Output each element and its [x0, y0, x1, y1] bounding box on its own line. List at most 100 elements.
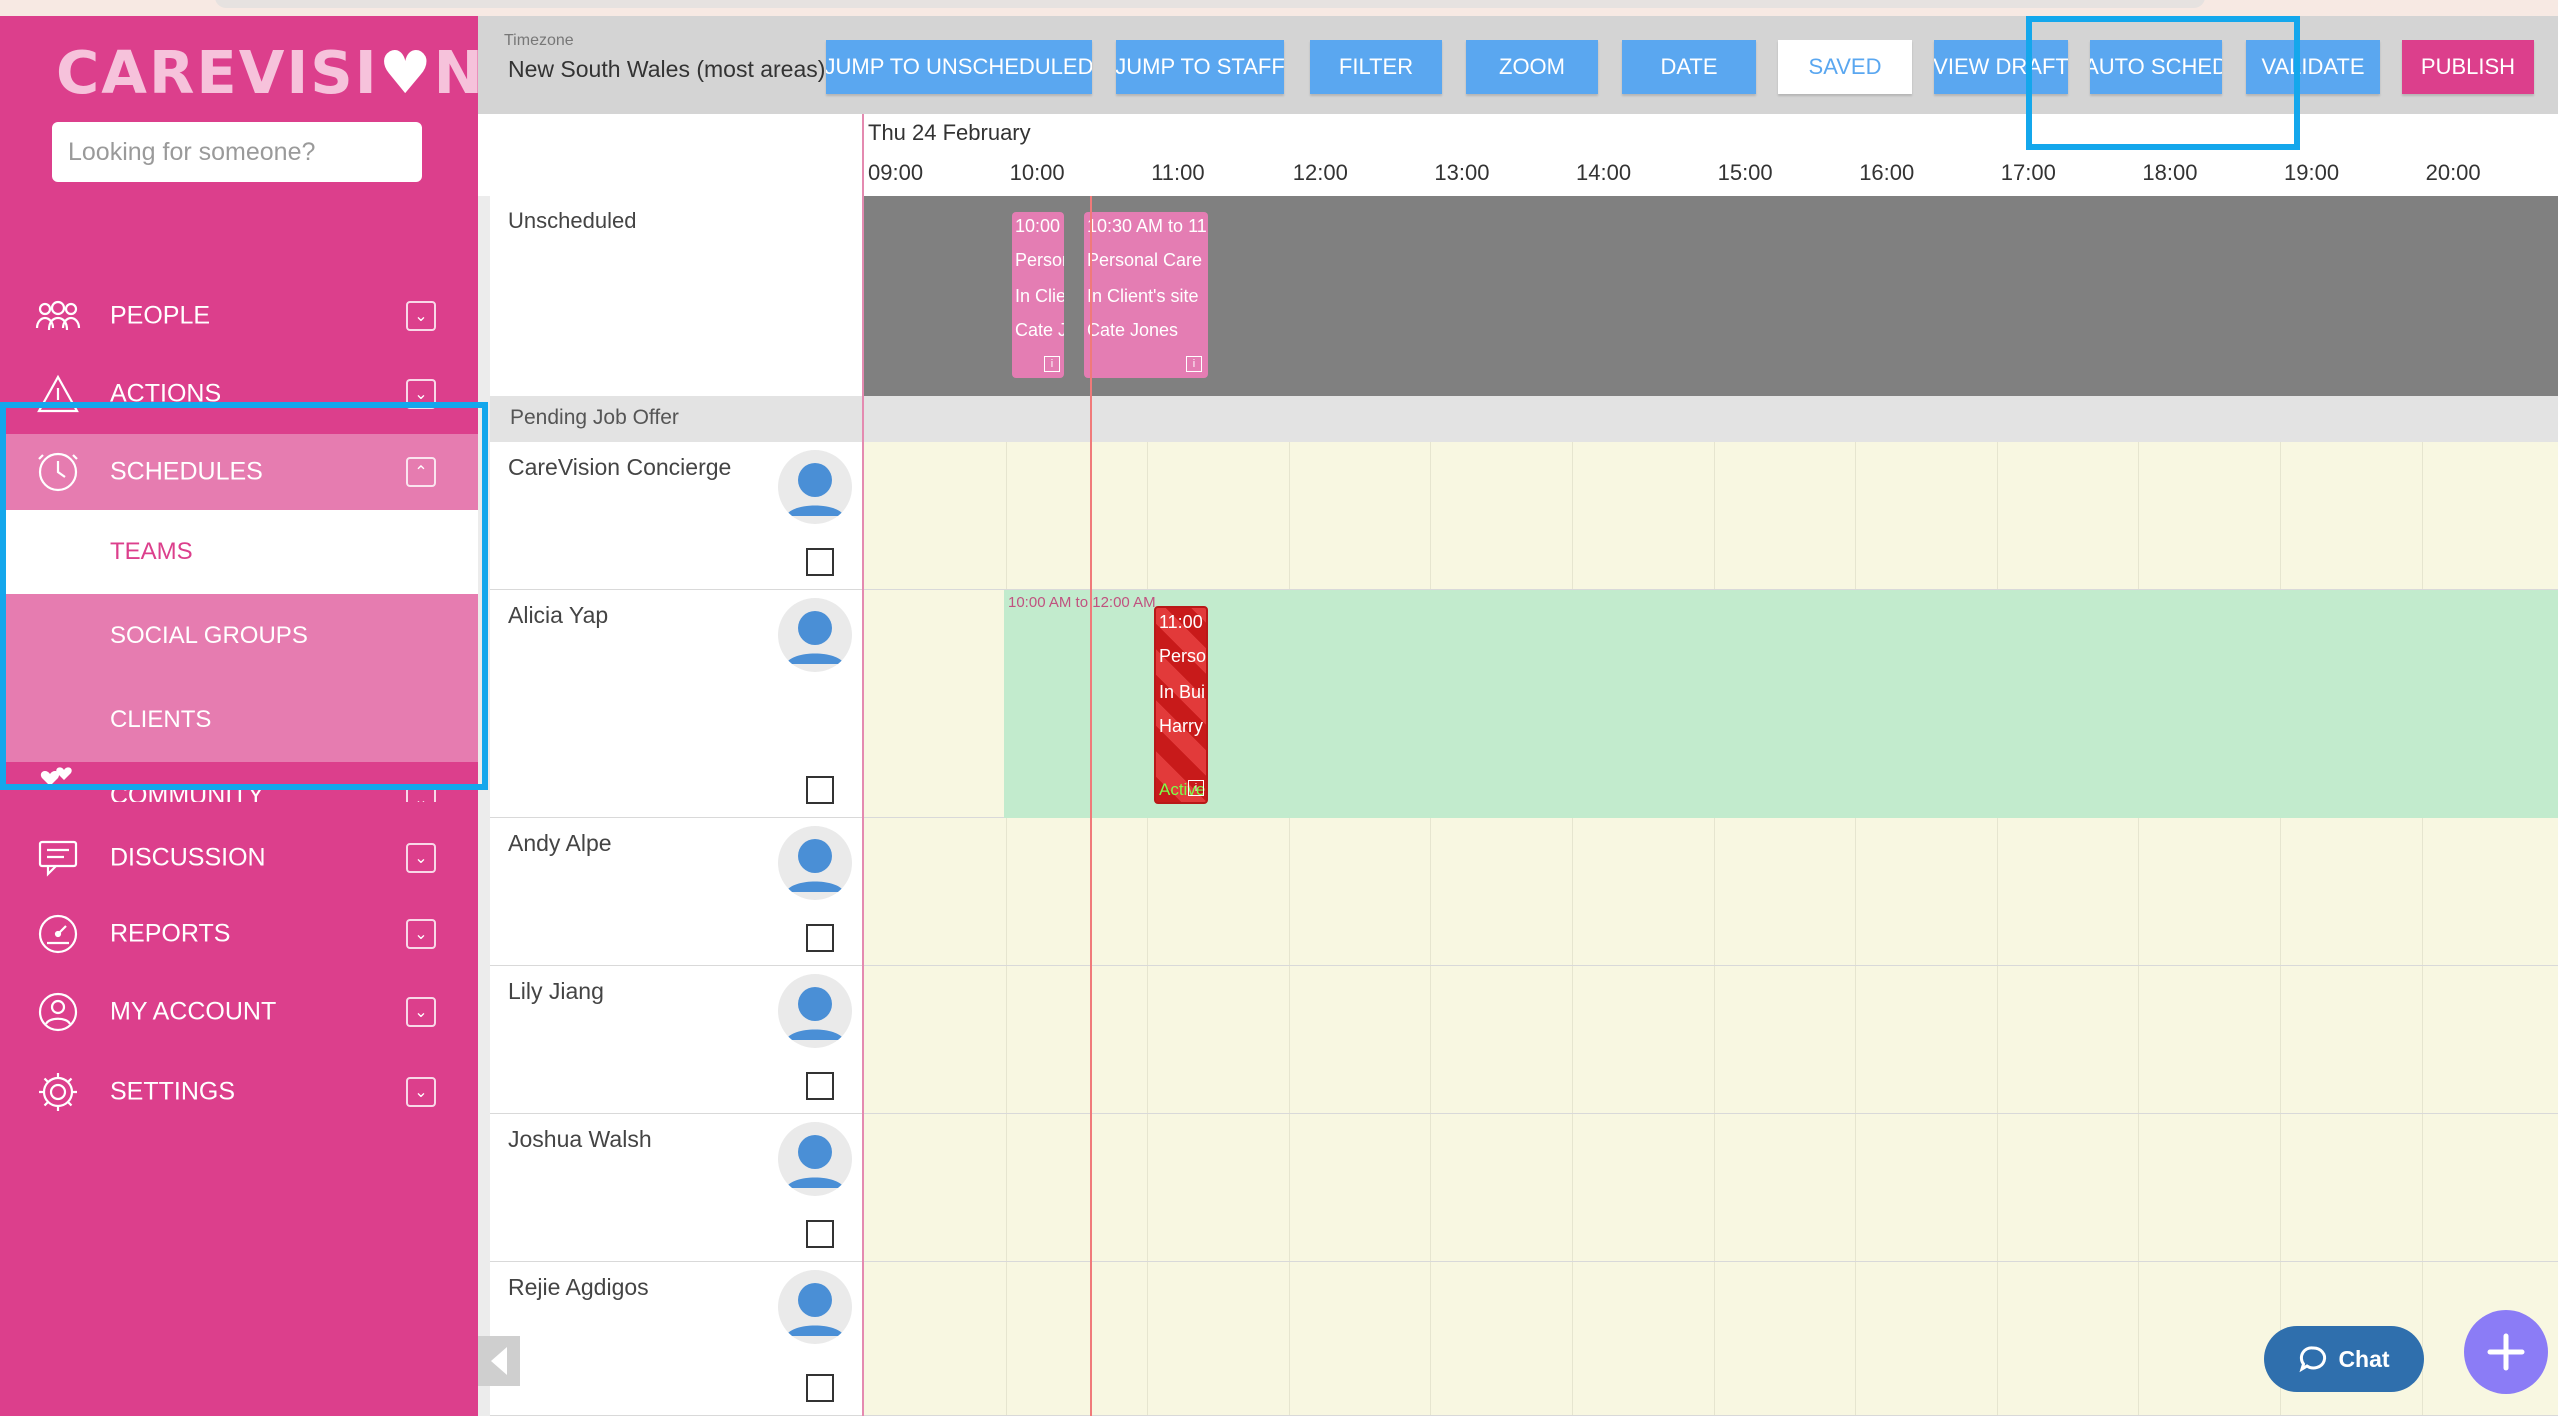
- time-header: [478, 114, 2558, 196]
- add-button[interactable]: [2464, 1310, 2548, 1394]
- chevron-down-icon[interactable]: ⌄: [406, 843, 436, 873]
- view-draft-button[interactable]: VIEW DRAFT: [1934, 40, 2068, 94]
- hour-gridline: [2421, 1262, 2423, 1415]
- timezone-value[interactable]: New South Wales (most areas): [508, 56, 826, 82]
- staff-row-grid[interactable]: [864, 1114, 2558, 1262]
- staff-name[interactable]: Joshua Walsh: [508, 1126, 652, 1152]
- saved-button[interactable]: SAVED: [1778, 40, 1912, 94]
- staff-row-grid[interactable]: [864, 966, 2558, 1114]
- sidebar-subitem-label: SOCIAL GROUPS: [110, 622, 308, 649]
- sidebar-subitem-social-groups[interactable]: SOCIAL GROUPS: [0, 594, 478, 678]
- chevron-down-icon[interactable]: ⌄: [406, 379, 436, 409]
- sidebar-subitem-label: TEAMS: [110, 538, 193, 565]
- sidebar-item-people[interactable]: PEOPLE ⌄: [0, 278, 478, 354]
- hour-gridline: [2138, 442, 2140, 589]
- hour-gridline: [2280, 966, 2281, 1113]
- unscheduled-shift-card[interactable]: 10:30 AM to 11:15 AM Personal Care In Cl…: [1084, 212, 1208, 378]
- staff-select-checkbox[interactable]: [806, 1374, 834, 1402]
- hour-gridline: [1572, 1262, 1573, 1415]
- sidebar-item-settings[interactable]: SETTINGS ⌄: [0, 1054, 478, 1130]
- chevron-down-icon[interactable]: ⌄: [406, 301, 436, 331]
- sidebar-item-my-account[interactable]: MY ACCOUNT ⌄: [0, 974, 478, 1050]
- hour-gridline: [2421, 966, 2423, 1113]
- staff-name[interactable]: Andy Alpe: [508, 830, 612, 856]
- carevision-logo[interactable]: CAREVISI♥N: [56, 38, 486, 107]
- hour-gridline: [1713, 966, 1715, 1113]
- info-icon[interactable]: i: [1186, 356, 1202, 372]
- sidebar: CAREVISI♥N PEOPLE ⌄ ACTIONS ⌄ SCHEDULES …: [0, 16, 483, 1416]
- gear-icon: [34, 1068, 82, 1116]
- chevron-down-icon[interactable]: ⌄: [406, 785, 436, 802]
- staff-select-checkbox[interactable]: [806, 1220, 834, 1248]
- sidebar-item-reports[interactable]: REPORTS ⌄: [0, 896, 478, 972]
- hour-gridline: [1005, 442, 1007, 589]
- hour-gridline: [1855, 1262, 1857, 1415]
- auto-schedule-button[interactable]: AUTO SCHED: [2090, 40, 2222, 94]
- hour-gridline: [1147, 1262, 1149, 1415]
- chat-icon: [2299, 1346, 2327, 1373]
- hour-gridline: [1713, 818, 1715, 965]
- chevron-down-icon[interactable]: ⌄: [406, 919, 436, 949]
- hearts-icon: [34, 762, 82, 802]
- validate-button[interactable]: VALIDATE: [2246, 40, 2380, 94]
- search-input[interactable]: [52, 122, 422, 182]
- zoom-button[interactable]: ZOOM: [1466, 40, 1598, 94]
- hour-gridline: [1430, 442, 1432, 589]
- sidebar-subitem-teams[interactable]: TEAMS: [0, 510, 478, 594]
- hour-gridline: [1005, 966, 1007, 1113]
- assigned-shift-card[interactable]: 11:00 AM Personal Care In Building Harry…: [1154, 606, 1208, 804]
- chevron-up-icon[interactable]: ⌃: [406, 457, 436, 487]
- staff-select-checkbox[interactable]: [806, 548, 834, 576]
- hour-gridline: [1147, 1114, 1149, 1261]
- unscheduled-shift-card[interactable]: 10:00 AM to 11:00 AM Personal Care In Cl…: [1012, 212, 1064, 378]
- people-icon: [34, 292, 82, 340]
- staff-name[interactable]: Rejie Agdigos: [508, 1274, 649, 1300]
- hour-gridline: [1855, 1114, 1857, 1261]
- sidebar-item-label: ACTIONS: [110, 379, 222, 408]
- warning-icon: [34, 370, 82, 418]
- hour-gridline: [1996, 442, 1998, 589]
- sidebar-item-actions[interactable]: ACTIONS ⌄: [0, 356, 478, 432]
- hour-label: 19:00: [2284, 160, 2340, 185]
- collapse-sidebar-button[interactable]: [478, 1336, 520, 1386]
- staff-select-checkbox[interactable]: [806, 1072, 834, 1100]
- chevron-down-icon[interactable]: ⌄: [406, 997, 436, 1027]
- availability-block[interactable]: [1004, 590, 2558, 818]
- avatar-icon: [778, 1270, 852, 1344]
- avatar-icon: [778, 974, 852, 1048]
- info-icon[interactable]: i: [1188, 780, 1204, 796]
- staff-row: Andy Alpe: [490, 818, 862, 966]
- sidebar-item-community[interactable]: COMMUNITY ⌄: [0, 762, 478, 802]
- hour-label: 10:00: [1009, 160, 1065, 185]
- sidebar-item-discussion[interactable]: DISCUSSION ⌄: [0, 820, 478, 896]
- sidebar-subitem-clients[interactable]: CLIENTS: [0, 678, 478, 762]
- staff-name[interactable]: Lily Jiang: [508, 978, 604, 1004]
- pending-job-offer-row: Pending Job Offer: [490, 396, 2558, 442]
- info-icon[interactable]: i: [1044, 356, 1060, 372]
- staff-select-checkbox[interactable]: [806, 776, 834, 804]
- sidebar-item-label: SCHEDULES: [110, 457, 263, 486]
- user-circle-icon: [34, 988, 82, 1036]
- filter-button[interactable]: FILTER: [1310, 40, 1442, 94]
- jump-to-staff-button[interactable]: JUMP TO STAFF: [1116, 40, 1284, 94]
- hour-label: 18:00: [2142, 160, 2198, 185]
- staff-select-checkbox[interactable]: [806, 924, 834, 952]
- row-names-gutter: [478, 196, 490, 1416]
- hour-gridline: [1147, 966, 1149, 1113]
- chat-button[interactable]: Chat: [2264, 1326, 2424, 1392]
- hour-gridline: [1430, 966, 1432, 1113]
- staff-row-grid[interactable]: [864, 818, 2558, 966]
- chevron-down-icon[interactable]: ⌄: [406, 1077, 436, 1107]
- staff-row-grid[interactable]: [864, 442, 2558, 590]
- publish-button[interactable]: PUBLISH: [2402, 40, 2534, 94]
- hour-label: 13:00: [1434, 160, 1490, 185]
- jump-to-unscheduled-button[interactable]: JUMP TO UNSCHEDULED: [826, 40, 1092, 94]
- hour-label: 20:00: [2425, 160, 2481, 185]
- hour-gridline: [1855, 966, 1857, 1113]
- hour-gridline: [2138, 1114, 2140, 1261]
- staff-name[interactable]: Alicia Yap: [508, 602, 609, 628]
- sidebar-item-schedules[interactable]: SCHEDULES ⌃: [0, 434, 478, 510]
- date-button[interactable]: DATE: [1622, 40, 1756, 94]
- hour-gridline: [1430, 1114, 1432, 1261]
- staff-name[interactable]: CareVision Concierge: [508, 454, 732, 480]
